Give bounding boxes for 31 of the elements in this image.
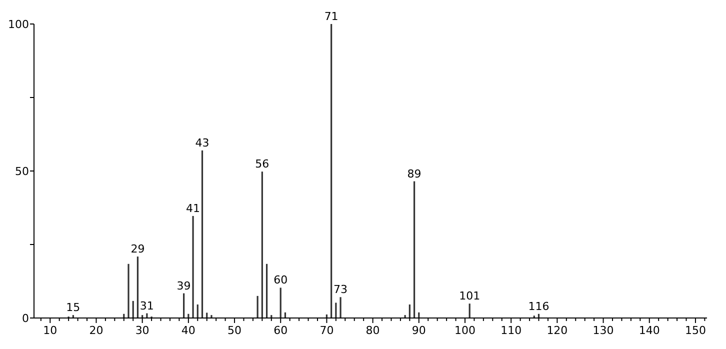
annotation: 39 — [176, 279, 191, 292]
x-tick-label: 70 — [320, 324, 334, 337]
x-tick-label: 50 — [228, 324, 242, 337]
x-tick-label: 80 — [366, 324, 380, 337]
annotation: 43 — [195, 136, 210, 150]
x-tick-label: 100 — [454, 324, 476, 337]
x-tick-label: 40 — [181, 324, 196, 337]
x-tick-label: 140 — [638, 324, 660, 337]
x-tick-label: 30 — [135, 324, 150, 337]
x-tick-label: 110 — [500, 324, 522, 337]
x-tick-label: 20 — [89, 324, 104, 337]
y-tick-label: 0 — [22, 312, 29, 325]
annotation: 56 — [255, 158, 270, 171]
annotation: 31 — [140, 299, 154, 312]
annotation: 73 — [334, 283, 348, 296]
annotation: 15 — [66, 301, 80, 314]
x-tick-label: 10 — [43, 324, 58, 337]
y-tick-label: 50 — [15, 164, 29, 178]
x-tick-label: 120 — [546, 324, 568, 337]
y-tick-label: 100 — [8, 18, 29, 31]
annotation: 60 — [274, 274, 288, 287]
annotation: 41 — [186, 202, 200, 215]
annotation: 29 — [130, 242, 145, 256]
x-tick-label: 90 — [412, 324, 426, 337]
annotation: 101 — [459, 290, 480, 303]
annotation: 116 — [528, 300, 550, 313]
x-tick-label: 130 — [592, 324, 614, 337]
annotation: 89 — [407, 167, 422, 180]
annotation: 71 — [324, 10, 338, 23]
x-tick-label: 60 — [274, 324, 288, 337]
x-tick-label: 150 — [684, 324, 706, 337]
